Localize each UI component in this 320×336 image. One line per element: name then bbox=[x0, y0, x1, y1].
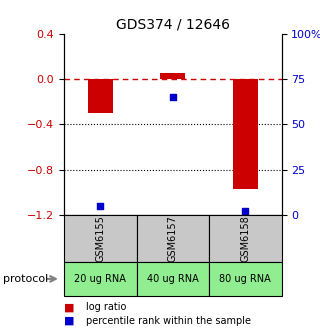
Text: protocol: protocol bbox=[3, 274, 48, 284]
Title: GDS374 / 12646: GDS374 / 12646 bbox=[116, 17, 230, 31]
Bar bbox=[233, 79, 258, 189]
Text: log ratio: log ratio bbox=[86, 302, 127, 312]
Point bbox=[170, 94, 175, 100]
Text: GSM6155: GSM6155 bbox=[95, 215, 105, 262]
Text: ■: ■ bbox=[64, 302, 75, 312]
Text: 40 ug RNA: 40 ug RNA bbox=[147, 274, 199, 284]
Text: 20 ug RNA: 20 ug RNA bbox=[74, 274, 126, 284]
Point bbox=[243, 209, 248, 214]
Text: 80 ug RNA: 80 ug RNA bbox=[220, 274, 271, 284]
Point bbox=[98, 203, 103, 209]
Bar bbox=[88, 79, 113, 113]
Text: GSM6157: GSM6157 bbox=[168, 215, 178, 262]
Text: GSM6158: GSM6158 bbox=[240, 215, 250, 262]
Text: percentile rank within the sample: percentile rank within the sample bbox=[86, 316, 252, 326]
Text: ■: ■ bbox=[64, 316, 75, 326]
Bar bbox=[160, 73, 186, 79]
